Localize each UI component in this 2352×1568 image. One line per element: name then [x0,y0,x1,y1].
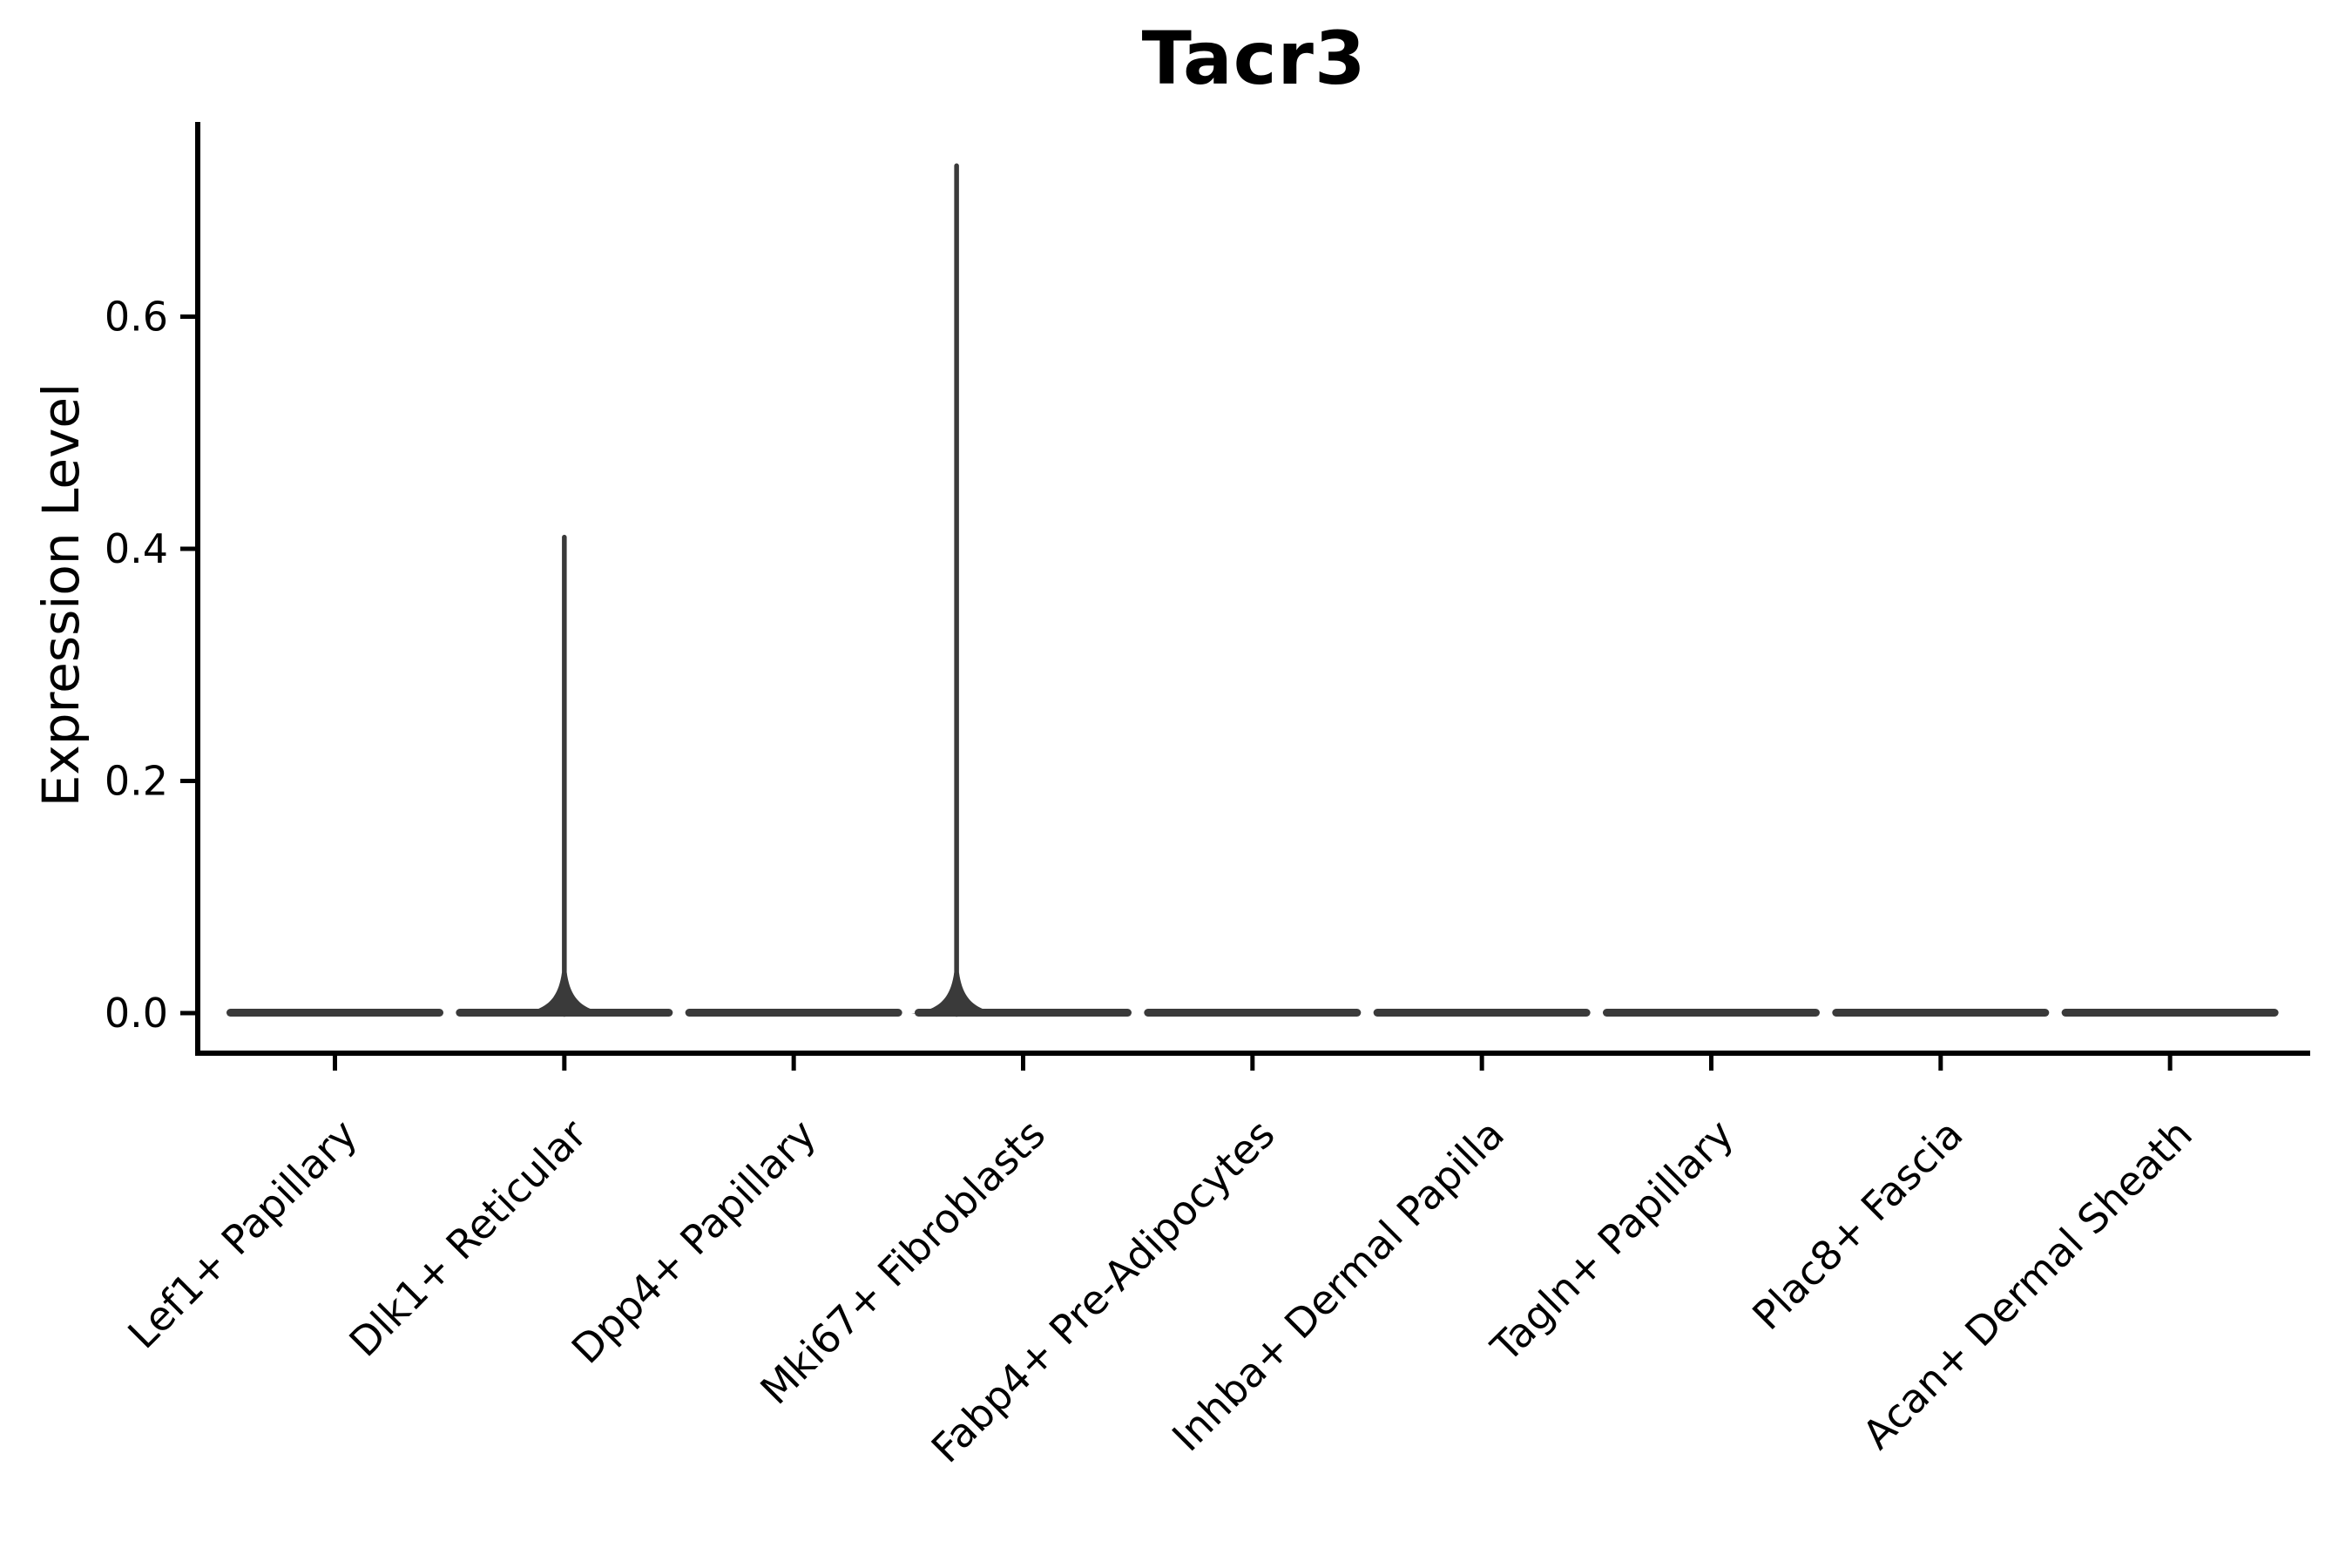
x-tick-label: Dpp4+ Papillary [563,1111,825,1373]
y-tick-label: 0.6 [105,294,168,341]
x-tick-label: Plac8+ Fascia [1743,1111,1971,1339]
x-tick-label: Dlk1+ Reticular [340,1111,595,1366]
x-tick-label: Tagln+ Papillary [1482,1111,1743,1372]
y-tick-label: 0.2 [105,758,168,805]
chart-title: Tacr3 [1141,16,1367,101]
x-tick-label: Lef1+ Papillary [118,1111,366,1358]
y-tick-label: 0.0 [105,990,168,1037]
axis-spines [195,122,2310,1056]
violin-spike-base-flare [518,972,610,1014]
y-tick-label: 0.4 [105,525,168,572]
violin-spike-base-flare [911,972,1003,1014]
